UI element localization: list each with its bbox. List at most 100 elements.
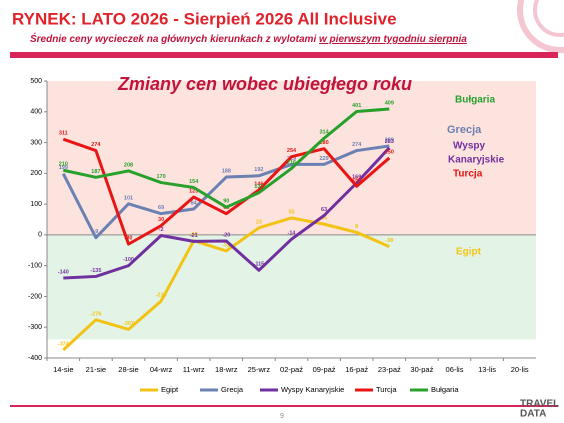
data-label: 158: [352, 178, 361, 184]
footer-bar: [10, 405, 558, 407]
data-label: 274: [352, 142, 362, 148]
data-label: 123: [189, 188, 198, 194]
data-label: 283: [385, 139, 394, 145]
page-number: 9: [280, 413, 284, 420]
decor: [517, 0, 564, 53]
subtitle-part: Średnie ceny wycieczek na głównych kieru…: [30, 32, 319, 45]
y-tick-label: 0: [38, 232, 42, 239]
data-label: 409: [385, 100, 394, 106]
header-bar: [10, 52, 558, 58]
negative-zone: [47, 234, 536, 340]
subtitle: Średnie ceny wycieczek na głównych kieru…: [30, 32, 467, 45]
data-label: 23: [256, 219, 262, 225]
legend-label: Grecja: [221, 385, 244, 394]
y-tick-label: 500: [30, 78, 42, 85]
data-label: 229: [320, 156, 329, 162]
x-tick-label: 25-wrz: [248, 365, 271, 374]
data-label: -21: [190, 233, 198, 239]
data-label: 101: [124, 195, 133, 201]
series-line: [62, 137, 391, 246]
data-label: 84: [191, 200, 198, 206]
x-tick-label: 11-wrz: [183, 365, 205, 374]
y-tick-label: -200: [28, 293, 42, 300]
data-label: -52: [222, 242, 230, 248]
decor: [533, 0, 564, 37]
data-label: 274: [91, 142, 101, 148]
data-label: -135: [90, 268, 101, 274]
x-tick-label: 28-sie: [118, 365, 138, 374]
x-tick-label: 04-wrz: [150, 365, 173, 374]
series-line: [63, 146, 391, 280]
data-label: -307: [123, 321, 134, 327]
data-label: 169: [352, 174, 361, 180]
data-label: 192: [254, 167, 263, 173]
data-label: 63: [321, 207, 327, 213]
annotation: Wyspy: [453, 141, 485, 152]
series-line: [62, 107, 390, 209]
data-label: 90: [223, 199, 229, 205]
data-label: 250: [385, 149, 394, 155]
x-tick-label: 21-sie: [86, 365, 106, 374]
data-label: -115: [254, 262, 265, 268]
data-label: 55: [288, 209, 294, 215]
data-label: -14: [288, 231, 297, 237]
data-label: 208: [124, 162, 133, 168]
data-label: 30: [158, 217, 164, 223]
x-tick-label: 06-lis: [446, 365, 464, 374]
data-label: -9: [93, 229, 98, 235]
x-tick-label: 20-lis: [511, 365, 529, 374]
data-label: -140: [58, 269, 69, 275]
data-label: 311: [59, 131, 68, 137]
y-tick-label: -400: [28, 355, 42, 362]
data-label: 314: [320, 130, 330, 136]
data-label: 170: [157, 174, 166, 180]
annotation: Grecja: [447, 124, 482, 136]
legend-label: Egipt: [161, 385, 179, 394]
annotation: Kanaryjskie: [448, 155, 505, 166]
data-label: 188: [222, 168, 231, 174]
x-tick-label: 16-paź: [345, 365, 368, 374]
data-label: 69: [158, 205, 164, 211]
y-tick-label: 300: [30, 139, 42, 146]
data-label: -100: [123, 257, 134, 263]
data-label: 187: [91, 169, 100, 175]
chart-title: Zmiany cen wobec ubiegłego roku: [117, 74, 412, 94]
data-label: 35: [321, 216, 327, 222]
y-tick-label: -100: [28, 263, 42, 270]
data-label: 137: [254, 184, 263, 190]
legend-label: Wyspy Kanaryjskie: [281, 385, 344, 394]
data-label: 8: [355, 224, 358, 230]
data-label: 401: [352, 103, 361, 109]
x-tick-label: 02-paź: [280, 365, 303, 374]
y-tick-label: 100: [30, 201, 42, 208]
x-tick-label: 13-lis: [478, 365, 496, 374]
data-label: 229: [287, 156, 296, 162]
data-label: 280: [320, 140, 329, 146]
series-line: [62, 216, 390, 352]
x-tick-label: 18-wrz: [215, 365, 238, 374]
data-label: -38: [385, 238, 393, 244]
x-tick-label: 09-paź: [313, 365, 336, 374]
subtitle-part: w pierwszym tygodniu sierpnia: [319, 34, 467, 45]
data-label: 154: [189, 179, 199, 185]
logo: TRAVEL: [520, 399, 559, 410]
logo: DATA: [520, 409, 546, 420]
y-tick-label: 400: [30, 109, 42, 116]
data-label: -20: [222, 232, 230, 238]
y-tick-label: -300: [28, 324, 42, 331]
data-label: 289: [385, 137, 394, 143]
data-label: -19: [190, 232, 198, 238]
x-tick-label: 14-sie: [53, 365, 73, 374]
data-label: 254: [287, 148, 297, 154]
data-label: -2: [159, 227, 164, 233]
legend-label: Bułgaria: [431, 385, 459, 394]
data-label: -215: [156, 293, 167, 299]
x-tick-label: 30-paź: [410, 365, 433, 374]
y-tick-label: 200: [30, 170, 42, 177]
legend-label: Turcja: [376, 385, 397, 394]
data-label: -30: [125, 236, 133, 242]
data-label: 199: [59, 165, 68, 171]
data-label: 146: [254, 181, 263, 187]
data-label: -276: [90, 311, 101, 317]
